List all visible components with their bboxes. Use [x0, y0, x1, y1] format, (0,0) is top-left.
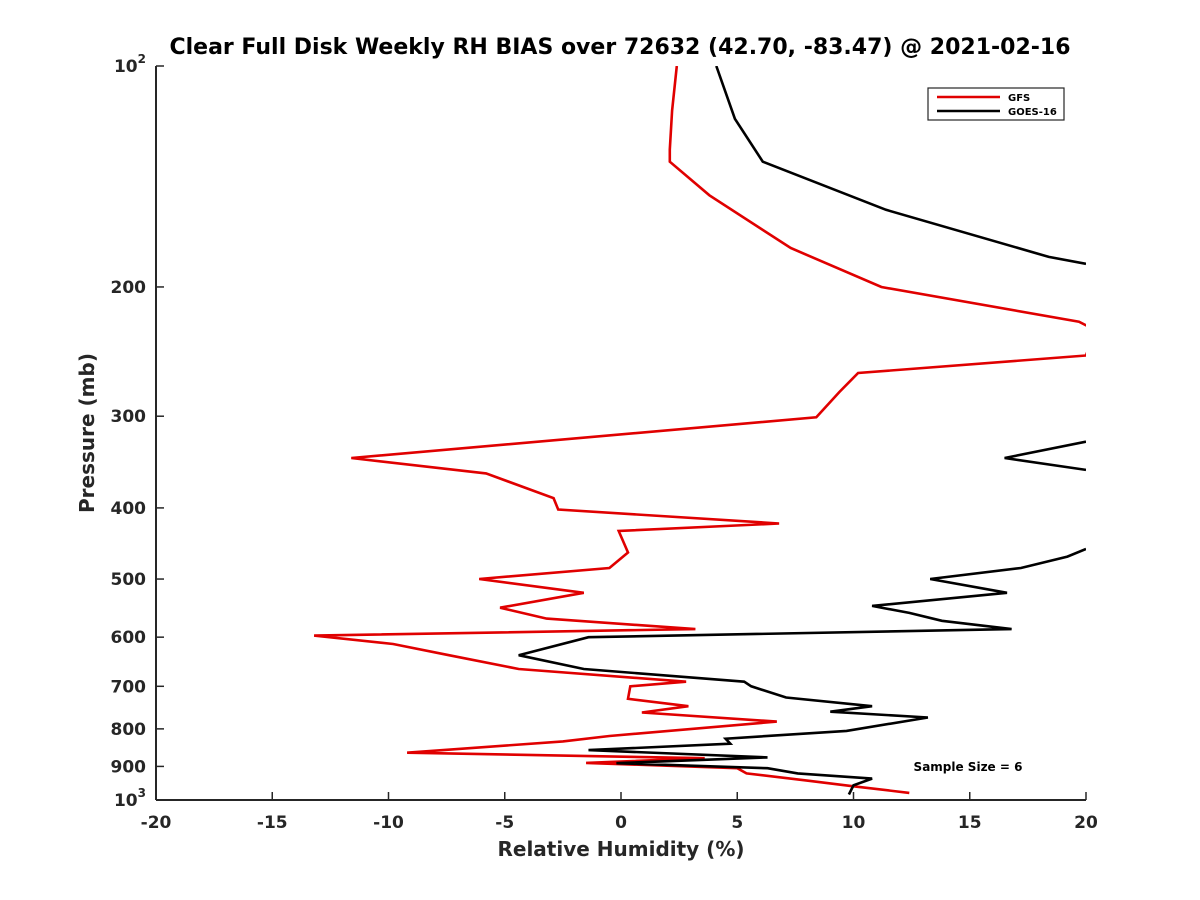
x-tick-label: 15 — [958, 813, 982, 833]
x-tick-label: -10 — [373, 813, 404, 833]
plot-area: -20 -15 -10 -5 0 5 10 15 20 102 200 300 400 500 600 70… — [111, 52, 1098, 833]
y-tick-label: 102 — [114, 52, 146, 77]
series-line-goes16 — [518, 66, 1086, 796]
series-layer — [313, 66, 1086, 796]
y-axis-label: Pressure (mb) — [75, 353, 99, 513]
x-tick-label: 10 — [842, 813, 866, 833]
y-axis-ticks: 102 200 300 400 500 600 700 800 900 103 — [111, 52, 164, 811]
y-tick-label: 103 — [114, 786, 146, 811]
chart-title: Clear Full Disk Weekly RH BIAS over 7263… — [169, 35, 1070, 60]
legend-label-gfs: GFS — [1008, 93, 1030, 104]
y-tick-label: 900 — [111, 757, 147, 777]
x-tick-label: 20 — [1074, 813, 1098, 833]
sample-size-annotation: Sample Size = 6 — [914, 760, 1023, 774]
series-line-gfs — [313, 66, 1086, 795]
x-tick-label: -15 — [257, 813, 288, 833]
y-tick-label: 600 — [111, 628, 147, 648]
y-tick-label: 500 — [111, 570, 147, 590]
x-axis-ticks: -20 -15 -10 -5 0 5 10 15 20 — [141, 792, 1098, 833]
y-tick-label: 800 — [111, 720, 147, 740]
x-tick-label: -20 — [141, 813, 172, 833]
x-tick-label: -5 — [495, 813, 514, 833]
x-tick-label: 0 — [615, 813, 627, 833]
y-tick-label: 300 — [111, 407, 147, 427]
y-tick-label: 700 — [111, 677, 147, 697]
x-axis-label: Relative Humidity (%) — [497, 837, 744, 861]
legend-box — [927, 87, 1065, 121]
y-tick-label: 200 — [111, 278, 147, 298]
legend-label-goes16: GOES-16 — [1008, 107, 1057, 118]
y-tick-label: 400 — [111, 499, 147, 519]
x-tick-label: 5 — [731, 813, 743, 833]
legend: GFS GOES-16 — [927, 87, 1065, 121]
